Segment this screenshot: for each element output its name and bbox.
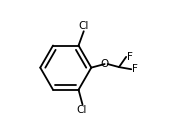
Text: F: F xyxy=(127,52,133,62)
Text: Cl: Cl xyxy=(76,105,86,115)
Text: F: F xyxy=(132,64,138,74)
Text: Cl: Cl xyxy=(79,21,89,30)
Text: O: O xyxy=(100,59,109,69)
